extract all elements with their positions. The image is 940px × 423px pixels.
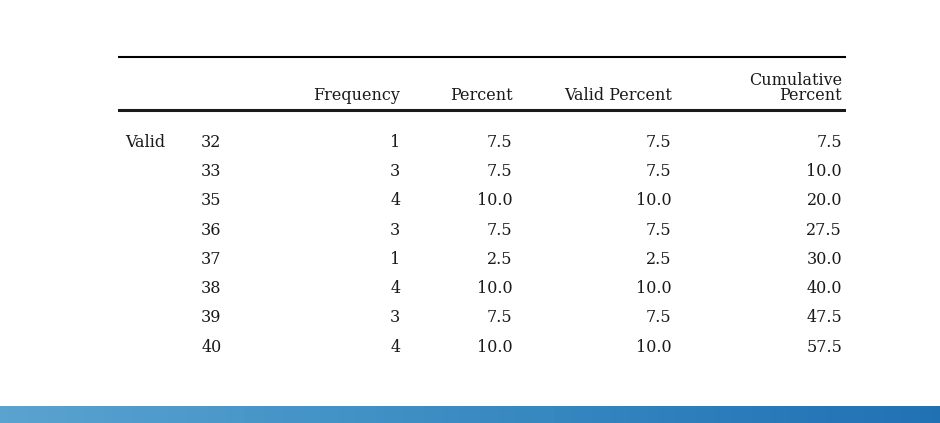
- Text: 7.5: 7.5: [487, 134, 512, 151]
- Text: 4: 4: [390, 280, 400, 297]
- Text: Cumulative: Cumulative: [749, 71, 842, 88]
- Text: Percent: Percent: [779, 87, 842, 104]
- Text: 7.5: 7.5: [487, 310, 512, 327]
- Text: Valid Percent: Valid Percent: [564, 87, 671, 104]
- Text: Percent: Percent: [450, 87, 512, 104]
- Text: 33: 33: [201, 163, 222, 180]
- Text: 35: 35: [201, 192, 222, 209]
- Text: 7.5: 7.5: [646, 163, 671, 180]
- Text: 27.5: 27.5: [807, 222, 842, 239]
- Text: 7.5: 7.5: [817, 134, 842, 151]
- Text: 32: 32: [201, 134, 222, 151]
- Text: 1: 1: [390, 134, 400, 151]
- Text: 10.0: 10.0: [636, 339, 671, 356]
- Text: 3: 3: [390, 310, 400, 327]
- Text: 4: 4: [390, 192, 400, 209]
- Text: 36: 36: [201, 222, 222, 239]
- Text: 3: 3: [390, 222, 400, 239]
- Text: 4: 4: [390, 339, 400, 356]
- Text: 57.5: 57.5: [807, 339, 842, 356]
- Text: 7.5: 7.5: [487, 222, 512, 239]
- Text: Frequency: Frequency: [314, 87, 400, 104]
- Text: 2.5: 2.5: [487, 251, 512, 268]
- Text: 1: 1: [390, 251, 400, 268]
- Text: 39: 39: [201, 310, 222, 327]
- Text: 38: 38: [201, 280, 222, 297]
- Text: 47.5: 47.5: [807, 310, 842, 327]
- Text: 20.0: 20.0: [807, 192, 842, 209]
- Text: Valid: Valid: [125, 134, 165, 151]
- Text: 3: 3: [390, 163, 400, 180]
- Text: 7.5: 7.5: [646, 310, 671, 327]
- Text: 10.0: 10.0: [636, 280, 671, 297]
- Text: 30.0: 30.0: [807, 251, 842, 268]
- Text: 7.5: 7.5: [646, 134, 671, 151]
- Text: 10.0: 10.0: [478, 339, 512, 356]
- Text: 10.0: 10.0: [807, 163, 842, 180]
- Text: 10.0: 10.0: [478, 280, 512, 297]
- Text: 40: 40: [201, 339, 222, 356]
- Text: 7.5: 7.5: [487, 163, 512, 180]
- Text: 37: 37: [201, 251, 222, 268]
- Text: 7.5: 7.5: [646, 222, 671, 239]
- Text: 10.0: 10.0: [636, 192, 671, 209]
- Text: 40.0: 40.0: [807, 280, 842, 297]
- Text: 10.0: 10.0: [478, 192, 512, 209]
- Text: 2.5: 2.5: [646, 251, 671, 268]
